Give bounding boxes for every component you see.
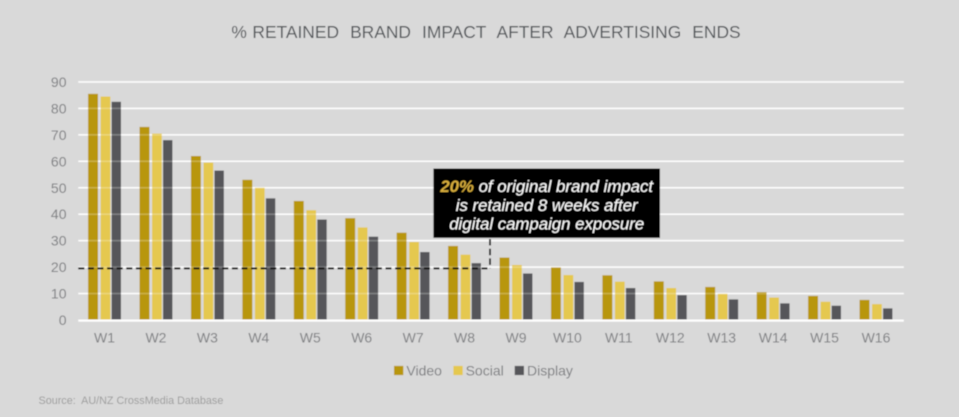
svg-text:W3: W3 — [197, 330, 218, 346]
svg-text:40: 40 — [51, 206, 67, 222]
svg-text:W13: W13 — [707, 330, 736, 346]
svg-text:60: 60 — [51, 153, 67, 169]
svg-text:70: 70 — [51, 127, 67, 143]
svg-text:W7: W7 — [403, 330, 424, 346]
svg-text:Video: Video — [406, 362, 442, 378]
svg-text:W11: W11 — [605, 330, 633, 346]
svg-text:10: 10 — [51, 286, 67, 302]
svg-text:Display: Display — [527, 362, 573, 378]
svg-text:W16: W16 — [862, 330, 891, 346]
svg-text:W1: W1 — [94, 330, 115, 346]
svg-text:80: 80 — [51, 100, 67, 116]
svg-text:Social: Social — [466, 362, 504, 378]
svg-text:digital campaign exposure: digital campaign exposure — [449, 215, 644, 234]
svg-text:W8: W8 — [454, 330, 475, 346]
svg-text:W4: W4 — [248, 330, 269, 346]
svg-text:W9: W9 — [505, 330, 526, 346]
svg-text:W2: W2 — [145, 330, 166, 346]
svg-text:% RETAINED BRAND IMPACT AFT: % RETAINED BRAND IMPACT AFTER ADVERTISIN… — [231, 22, 740, 42]
svg-text:20% of original brand impact: 20% of original brand impact — [439, 177, 654, 196]
svg-text:90: 90 — [51, 74, 67, 90]
svg-text:W6: W6 — [351, 330, 372, 346]
svg-text:W15: W15 — [810, 330, 839, 346]
svg-text:is retained 8 weeks after: is retained 8 weeks after — [456, 196, 639, 215]
svg-text:30: 30 — [51, 233, 67, 249]
svg-text:W10: W10 — [553, 330, 582, 346]
svg-text:20: 20 — [51, 259, 67, 275]
svg-text:W14: W14 — [759, 330, 788, 346]
svg-text:W5: W5 — [300, 330, 321, 346]
svg-text:0: 0 — [59, 312, 67, 328]
svg-text:W12: W12 — [656, 330, 685, 346]
svg-text:50: 50 — [51, 180, 67, 196]
svg-text:Source: AU/NZ CrossMedia Data: Source: AU/NZ CrossMedia Database — [39, 395, 224, 407]
